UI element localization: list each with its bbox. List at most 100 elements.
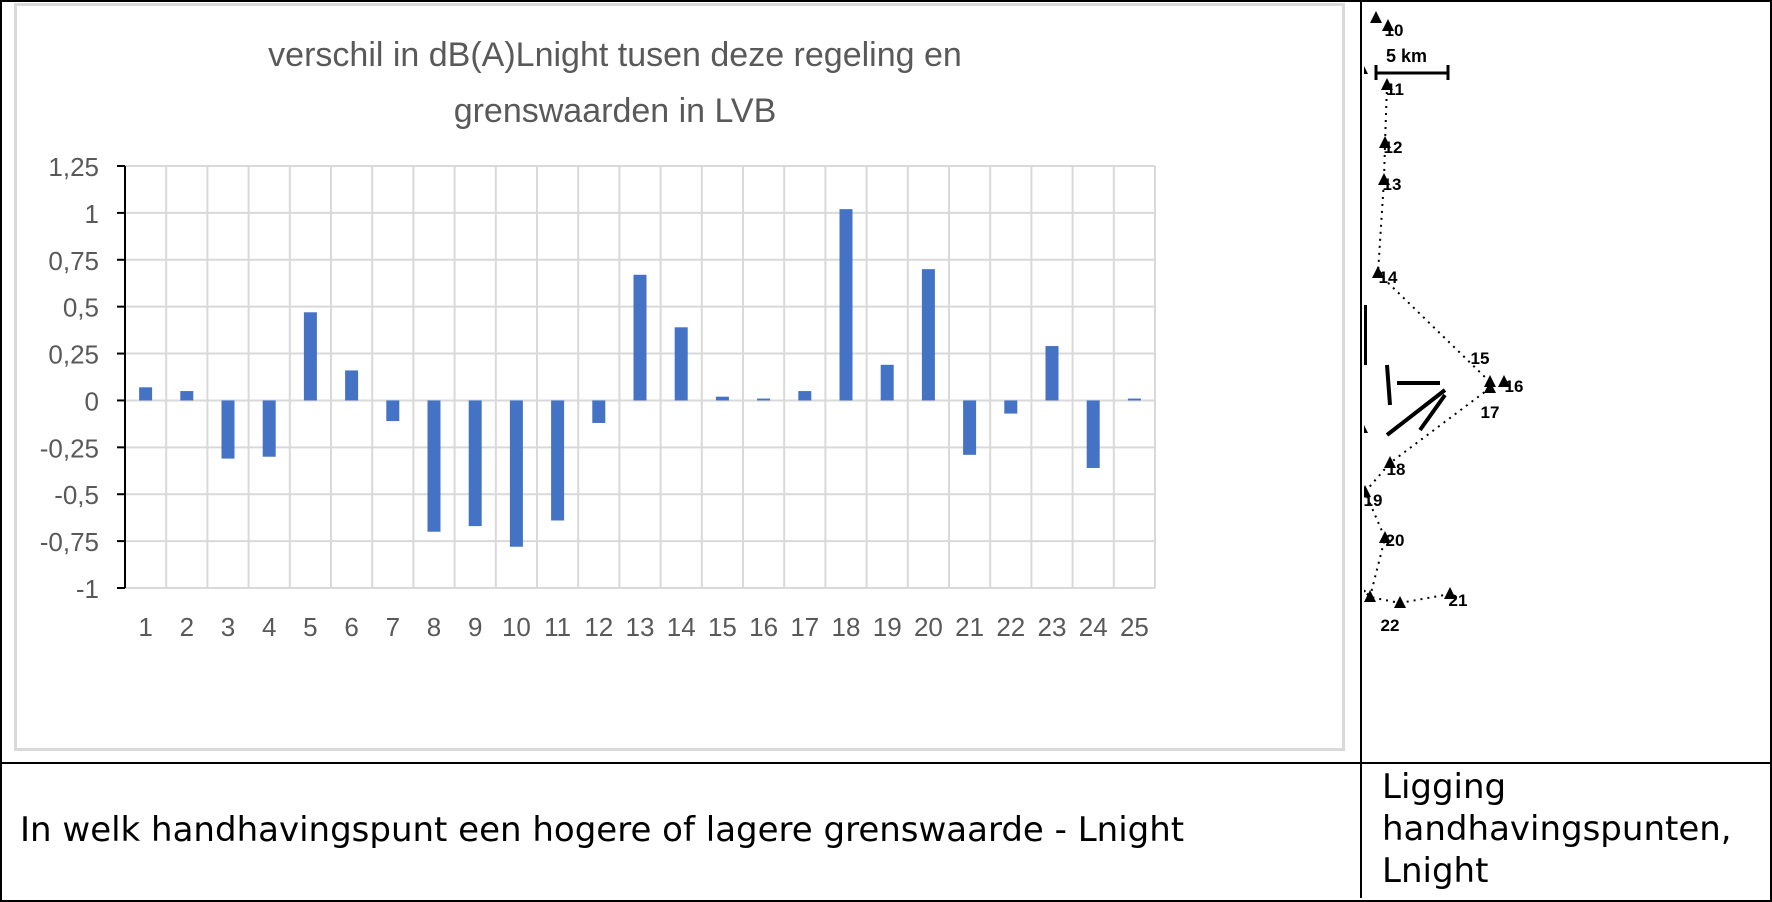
x-tick-label: 23 [1038, 612, 1067, 642]
bar-19 [880, 364, 894, 401]
point-marker-19 [1364, 485, 1371, 497]
bar-21 [963, 400, 977, 455]
x-tick-label: 6 [344, 612, 358, 642]
y-tick-label: 0,25 [48, 340, 99, 370]
route-line [1364, 588, 1451, 605]
x-tick-label: 12 [584, 612, 613, 642]
map-routes [1364, 84, 1491, 605]
chart-caption: In welk handhavingspunt een hogere of la… [20, 810, 1185, 850]
point-label-13: 13 [1383, 175, 1402, 194]
map-caption: Ligging handhavingspunten, Lnight [1382, 766, 1762, 892]
x-tick-label: 17 [790, 612, 819, 642]
x-tick-label: 14 [667, 612, 696, 642]
bar-24 [1086, 400, 1100, 468]
bar-8 [427, 400, 441, 532]
x-tick-label: 18 [832, 612, 861, 642]
route-line [1377, 84, 1388, 274]
bar-6 [345, 370, 359, 401]
x-tick-label: 9 [468, 612, 482, 642]
point-label-10: 10 [1385, 21, 1404, 40]
bar-1 [139, 387, 153, 401]
point-marker-18 [1384, 456, 1396, 468]
y-tick-label: -0,75 [40, 527, 99, 557]
point-label-14: 14 [1379, 268, 1398, 287]
runway [1418, 393, 1447, 432]
enforcement-points: 1234567891011121314151617181920212223242… [1364, 11, 1523, 635]
x-tick-label: 3 [221, 612, 235, 642]
point-marker-20 [1379, 531, 1391, 543]
route-line [1364, 588, 1371, 598]
point-marker-9 [1370, 11, 1382, 23]
x-tick-label: 19 [873, 612, 902, 642]
bar-16 [757, 398, 771, 401]
bar-chart: verschil in dB(A)Lnight tusen deze regel… [40, 36, 1156, 642]
y-tick-label: 1 [85, 199, 99, 229]
bar-23 [1045, 346, 1059, 401]
point-marker-13 [1378, 173, 1390, 185]
x-tick-label: 2 [180, 612, 194, 642]
column-divider [1360, 0, 1362, 898]
scale-label: 5 km [1386, 46, 1427, 66]
point-label-21: 21 [1449, 591, 1468, 610]
point-label-19: 19 [1364, 491, 1382, 510]
x-tick-label: 24 [1079, 612, 1108, 642]
map-caption-line-3: Lnight [1382, 851, 1489, 891]
bar-4 [262, 400, 276, 457]
x-tick-label: 22 [996, 612, 1025, 642]
chart-title-line-1: verschil in dB(A)Lnight tusen deze regel… [268, 36, 962, 74]
point-marker-12 [1379, 136, 1391, 148]
bars [139, 209, 1141, 547]
x-tick-label: 15 [708, 612, 737, 642]
x-tick-label: 1 [138, 612, 152, 642]
point-label-22: 22 [1381, 616, 1400, 635]
y-tick-label: 0,75 [48, 246, 99, 276]
x-tick-label: 21 [955, 612, 984, 642]
x-tick-label: 16 [749, 612, 778, 642]
x-tick-label: 8 [427, 612, 441, 642]
bar-15 [715, 396, 729, 401]
scale-bar: 5 km [1374, 46, 1450, 80]
point-marker-4 [1364, 425, 1368, 433]
y-tick-label: 0,5 [63, 293, 99, 323]
runway [1385, 364, 1392, 406]
point-label-16: 16 [1505, 377, 1524, 396]
map-caption-line-1: Ligging [1382, 767, 1507, 807]
bar-17 [798, 391, 812, 401]
bar-14 [674, 327, 688, 401]
x-tick-label: 7 [386, 612, 400, 642]
point-label-15: 15 [1471, 349, 1490, 368]
map-caption-line-2: handhavingspunten, [1382, 809, 1732, 849]
point-marker-23 [1364, 590, 1376, 602]
y-tick-label: 1,25 [48, 152, 99, 182]
point-label-18: 18 [1387, 460, 1406, 479]
x-tick-label: 13 [626, 612, 655, 642]
point-marker-10 [1382, 19, 1394, 31]
y-tick-label: -1 [76, 574, 99, 604]
point-marker-22 [1394, 596, 1406, 608]
point-label-20: 20 [1386, 531, 1405, 550]
point-marker-16 [1498, 375, 1510, 387]
bar-5 [303, 312, 317, 401]
point-marker-8 [1364, 66, 1368, 74]
bar-13 [633, 274, 647, 401]
bar-22 [1004, 400, 1018, 414]
bar-25 [1127, 398, 1141, 401]
x-tick-label: 10 [502, 612, 531, 642]
point-marker-17 [1484, 381, 1496, 393]
bar-9 [468, 400, 482, 527]
bar-20 [921, 269, 935, 401]
point-marker-11 [1381, 78, 1393, 90]
bar-18 [839, 209, 853, 401]
bar-2 [180, 391, 194, 401]
runway [1385, 388, 1447, 437]
bar-12 [592, 400, 606, 423]
bar-11 [551, 400, 565, 521]
y-tick-label: -0,5 [54, 480, 99, 510]
point-marker-21 [1444, 587, 1456, 599]
point-label-11: 11 [1386, 80, 1404, 99]
x-tick-label: 25 [1120, 612, 1149, 642]
route-line [1377, 272, 1491, 383]
x-tick-label: 4 [262, 612, 276, 642]
